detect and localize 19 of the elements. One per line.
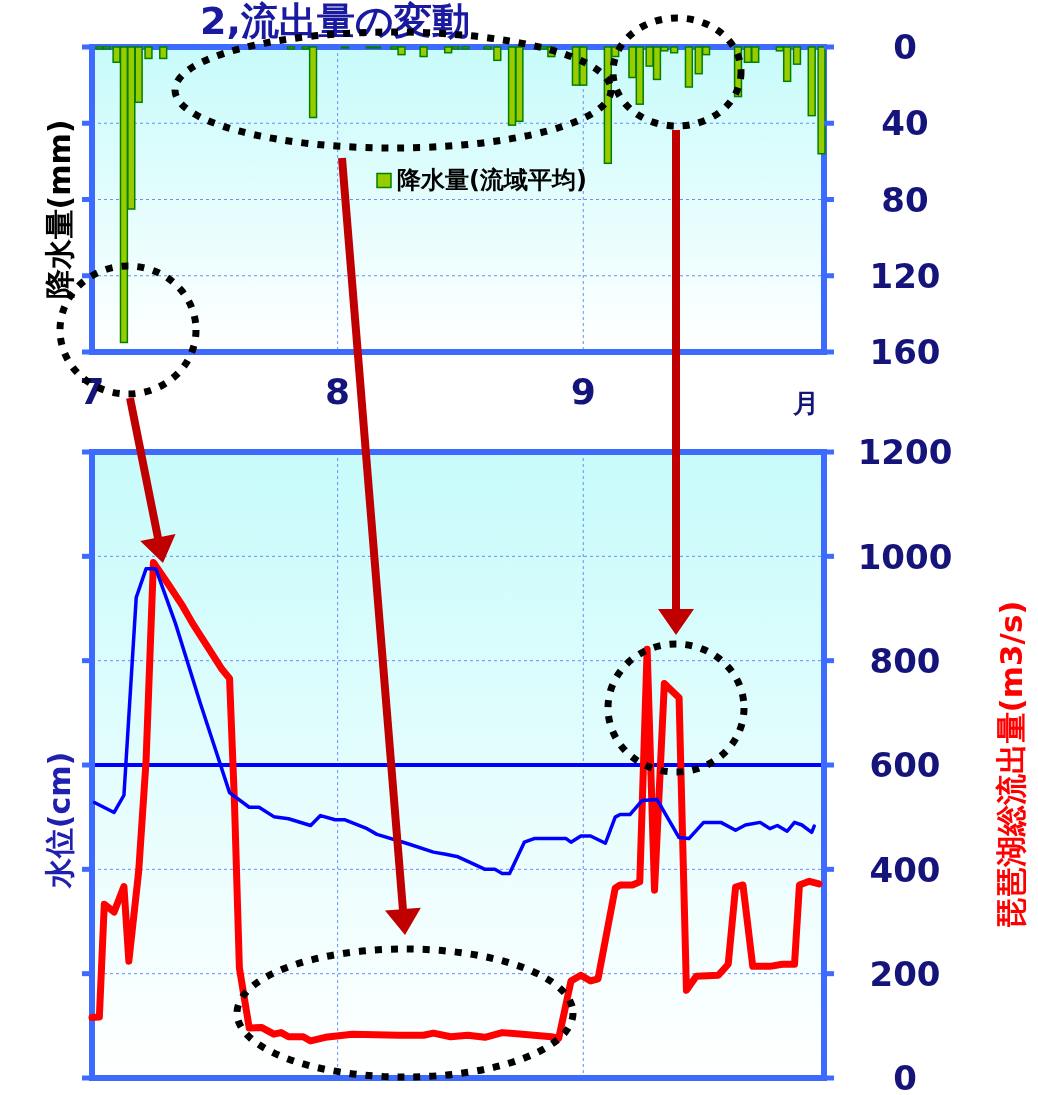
y-tick-label: 800 [869,640,941,681]
y-tick-label: 160 [869,332,941,373]
y-tick-label: 0 [893,27,917,68]
y-tick-label: 600 [869,745,941,786]
y-axis-title: 水位(cm) [42,751,77,890]
y-axis-title: 降水量(mm) [42,119,77,300]
y2-axis-title: 琵琶湖総流出量(m3/s) [993,600,1029,930]
y-tick-label: 80 [881,179,929,220]
x-tick-label: 8 [325,371,351,412]
x-tick-label: 9 [570,371,596,412]
y-tick-label: 200 [869,953,941,994]
y-tick-label: 1000 [857,536,953,577]
y-tick-label: 0 [893,1058,917,1095]
y-tick-label: 1200 [857,432,953,473]
y-tick-label: 120 [869,255,941,296]
text: 月 [792,388,819,418]
y-tick-label: 40 [881,103,929,144]
y-tick-label: 400 [869,849,941,890]
legend-label: 降水量(流域平均) [397,166,587,195]
